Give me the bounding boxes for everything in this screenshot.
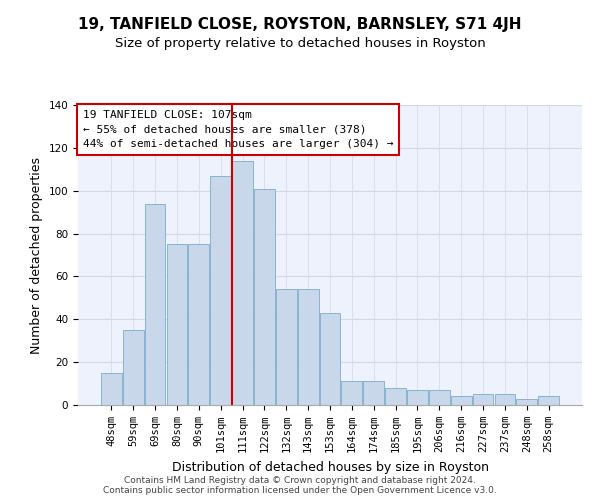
Y-axis label: Number of detached properties: Number of detached properties bbox=[30, 156, 43, 354]
Bar bbox=[517, 398, 537, 405]
Bar bbox=[451, 396, 472, 405]
Bar bbox=[407, 390, 428, 405]
Bar bbox=[254, 188, 275, 405]
Bar bbox=[276, 290, 296, 405]
Bar bbox=[298, 290, 319, 405]
Bar bbox=[473, 394, 493, 405]
Bar bbox=[145, 204, 166, 405]
Bar bbox=[167, 244, 187, 405]
Bar bbox=[364, 382, 384, 405]
Bar bbox=[232, 160, 253, 405]
Bar bbox=[101, 373, 122, 405]
Bar bbox=[210, 176, 231, 405]
Bar bbox=[188, 244, 209, 405]
Bar bbox=[320, 313, 340, 405]
Text: Contains HM Land Registry data © Crown copyright and database right 2024.
Contai: Contains HM Land Registry data © Crown c… bbox=[103, 476, 497, 495]
Bar bbox=[429, 390, 450, 405]
Text: 19 TANFIELD CLOSE: 107sqm
← 55% of detached houses are smaller (378)
44% of semi: 19 TANFIELD CLOSE: 107sqm ← 55% of detac… bbox=[83, 110, 394, 149]
Text: Size of property relative to detached houses in Royston: Size of property relative to detached ho… bbox=[115, 38, 485, 51]
Bar bbox=[494, 394, 515, 405]
Bar bbox=[538, 396, 559, 405]
Bar bbox=[123, 330, 143, 405]
Bar bbox=[385, 388, 406, 405]
Text: 19, TANFIELD CLOSE, ROYSTON, BARNSLEY, S71 4JH: 19, TANFIELD CLOSE, ROYSTON, BARNSLEY, S… bbox=[78, 18, 522, 32]
Bar bbox=[341, 382, 362, 405]
X-axis label: Distribution of detached houses by size in Royston: Distribution of detached houses by size … bbox=[172, 460, 488, 473]
